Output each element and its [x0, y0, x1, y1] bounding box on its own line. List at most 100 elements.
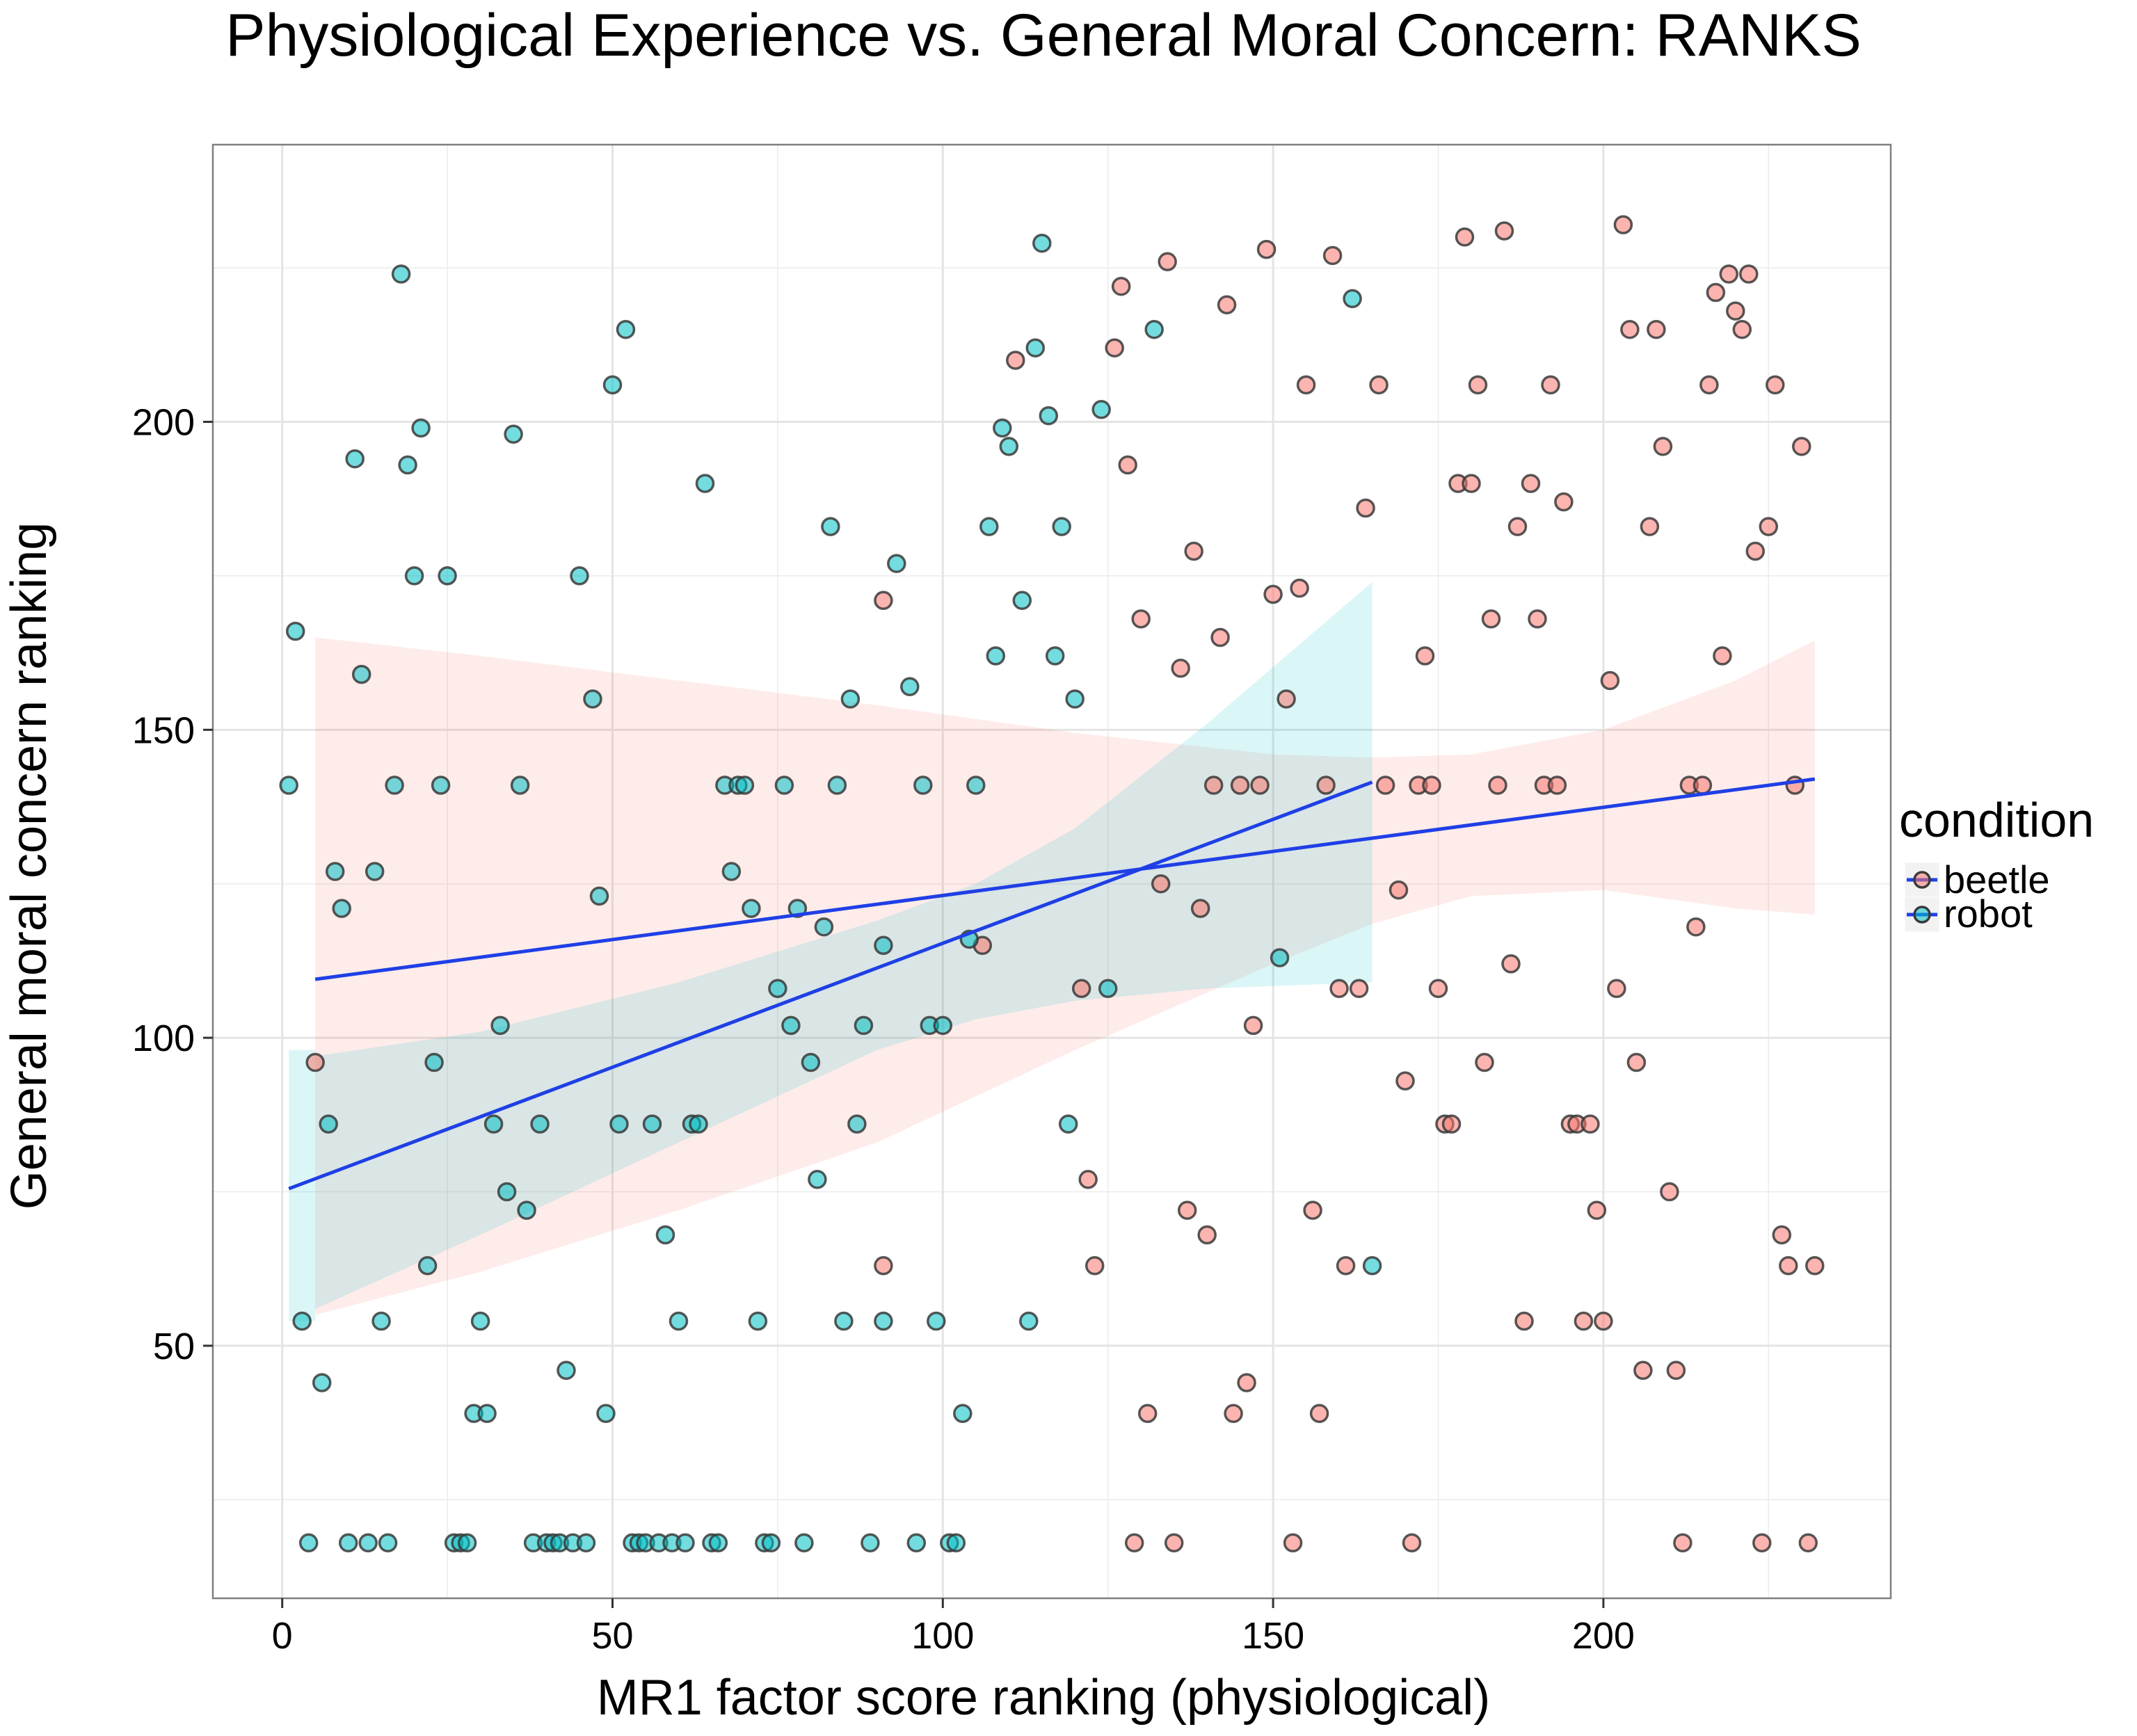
point-beetle: [1719, 264, 1739, 284]
x-tick-label: 150: [1242, 1615, 1304, 1657]
point-beetle: [1105, 338, 1124, 357]
point-robot: [748, 1311, 768, 1331]
point-robot: [279, 775, 298, 795]
point-robot: [847, 1114, 867, 1134]
point-beetle: [1462, 474, 1481, 493]
point-robot: [695, 474, 715, 493]
point-beetle: [1441, 1114, 1462, 1134]
point-beetle: [1316, 775, 1336, 795]
point-beetle: [1686, 917, 1706, 937]
point-beetle: [1349, 979, 1369, 999]
point-beetle: [1673, 1533, 1692, 1553]
point-robot: [801, 1052, 821, 1072]
legend-label-beetle: beetle: [1944, 858, 2050, 901]
plot-panel: [213, 145, 1891, 1598]
point-beetle: [1468, 375, 1488, 395]
point-beetle: [1290, 578, 1309, 598]
point-robot: [887, 554, 906, 573]
point-beetle: [1666, 1360, 1686, 1381]
point-beetle: [1766, 375, 1785, 395]
point-beetle: [1402, 1533, 1422, 1553]
point-beetle: [1653, 437, 1673, 456]
point-robot: [1098, 979, 1118, 999]
point-beetle: [1660, 1182, 1679, 1202]
point-robot: [827, 775, 847, 795]
point-beetle: [1732, 319, 1752, 339]
point-robot: [742, 899, 761, 918]
point-beetle: [1772, 1225, 1792, 1245]
point-robot: [576, 1533, 596, 1553]
point-beetle: [1759, 517, 1779, 536]
point-robot: [530, 1114, 550, 1134]
point-beetle: [1322, 246, 1343, 266]
point-beetle: [1369, 375, 1388, 395]
point-beetle: [1455, 227, 1475, 247]
point-beetle: [1151, 874, 1171, 894]
point-beetle: [1600, 670, 1620, 691]
point-robot: [900, 677, 920, 697]
grid-lines: [213, 145, 1891, 1598]
point-beetle: [1422, 775, 1441, 795]
point-robot: [312, 1373, 332, 1392]
point-robot: [483, 1114, 504, 1134]
point-beetle: [1647, 319, 1666, 339]
x-tick-label: 50: [591, 1615, 633, 1657]
point-beetle: [1078, 1170, 1098, 1189]
point-beetle: [1243, 1015, 1263, 1036]
point-beetle: [1256, 239, 1276, 259]
point-beetle: [1706, 282, 1726, 303]
point-robot: [470, 1311, 490, 1331]
point-beetle: [1250, 775, 1270, 795]
point-robot: [1270, 948, 1290, 967]
point-robot: [1032, 233, 1052, 253]
point-robot: [358, 1533, 378, 1553]
chart-title: Physiological Experience vs. General Mor…: [225, 2, 1862, 69]
point-beetle: [874, 590, 893, 611]
point-robot: [927, 1311, 946, 1331]
point-beetle: [1805, 1256, 1825, 1276]
point-robot: [655, 1225, 675, 1245]
point-robot: [332, 899, 351, 918]
point-beetle: [1745, 541, 1766, 561]
legend: condition beetle robot: [1899, 793, 2094, 935]
point-robot: [438, 566, 457, 586]
point-robot: [781, 1015, 801, 1036]
point-robot: [325, 862, 345, 881]
point-robot: [993, 418, 1012, 438]
point-robot: [669, 1311, 689, 1331]
point-robot: [1362, 1256, 1382, 1276]
point-robot: [298, 1533, 319, 1553]
point-robot: [906, 1533, 927, 1553]
point-beetle: [1494, 221, 1514, 241]
point-robot: [708, 1533, 728, 1553]
point-robot: [338, 1533, 358, 1553]
point-beetle: [1713, 646, 1732, 666]
point-beetle: [1739, 264, 1759, 284]
point-beetle: [1692, 775, 1713, 795]
point-robot: [391, 264, 411, 284]
point-robot: [986, 646, 1006, 666]
point-beetle: [1507, 517, 1528, 536]
point-robot: [371, 1311, 391, 1331]
point-beetle: [1071, 979, 1091, 999]
point-robot: [1025, 338, 1046, 357]
point-beetle: [1131, 609, 1151, 629]
point-beetle: [1230, 775, 1250, 795]
point-beetle: [1620, 319, 1640, 339]
point-beetle: [1237, 1373, 1256, 1392]
point-beetle: [1118, 455, 1137, 475]
point-robot: [602, 375, 623, 395]
point-beetle: [1203, 775, 1224, 795]
fit-line-robot: [288, 780, 1373, 1191]
point-robot: [913, 775, 933, 795]
point-robot: [319, 1114, 338, 1134]
point-beetle: [1554, 492, 1574, 512]
y-tick-label: 100: [132, 1018, 195, 1059]
point-robot: [1019, 1311, 1039, 1331]
point-robot: [285, 621, 305, 641]
point-robot: [609, 1114, 629, 1134]
point-robot: [821, 517, 840, 536]
point-robot: [874, 1311, 893, 1331]
y-tick-label: 150: [132, 709, 195, 751]
